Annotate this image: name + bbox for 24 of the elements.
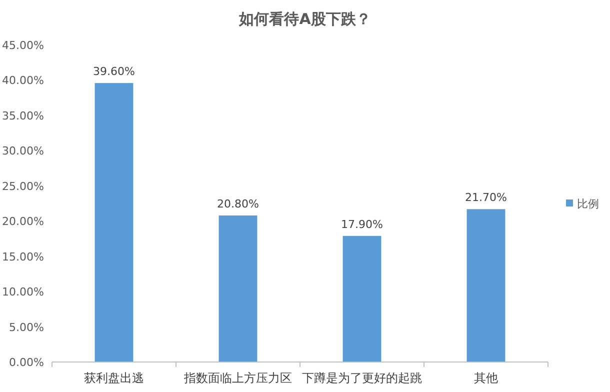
y-tick-label: 30.00%	[2, 144, 44, 158]
x-tick-label: 其他	[474, 371, 498, 385]
y-tick-label: 20.00%	[2, 215, 44, 228]
data-label: 21.70%	[465, 191, 507, 204]
x-tick-label: 指数面临上方压力区	[183, 371, 292, 385]
data-label: 39.60%	[93, 65, 135, 78]
y-tick-label: 0.00%	[9, 356, 44, 369]
x-tick-label: 获利盘出逃	[84, 371, 144, 385]
bar	[342, 236, 382, 362]
x-tick-label: 下蹲是为了更好的起跳	[302, 371, 422, 385]
y-tick-label: 15.00%	[2, 250, 44, 264]
bar	[94, 83, 134, 362]
data-label: 17.90%	[341, 218, 383, 231]
y-tick-label: 45.00%	[2, 39, 44, 52]
chart-title: 如何看待A股下跌？	[238, 10, 371, 28]
y-tick-label: 25.00%	[2, 180, 44, 193]
data-label: 20.80%	[217, 197, 259, 210]
y-tick-label: 35.00%	[2, 109, 44, 122]
bar	[218, 215, 258, 362]
bar	[466, 209, 506, 362]
y-tick-label: 10.00%	[2, 286, 44, 299]
y-tick-label: 5.00%	[9, 320, 44, 334]
y-tick-label: 40.00%	[2, 74, 44, 88]
legend-label: 比例	[577, 198, 599, 210]
